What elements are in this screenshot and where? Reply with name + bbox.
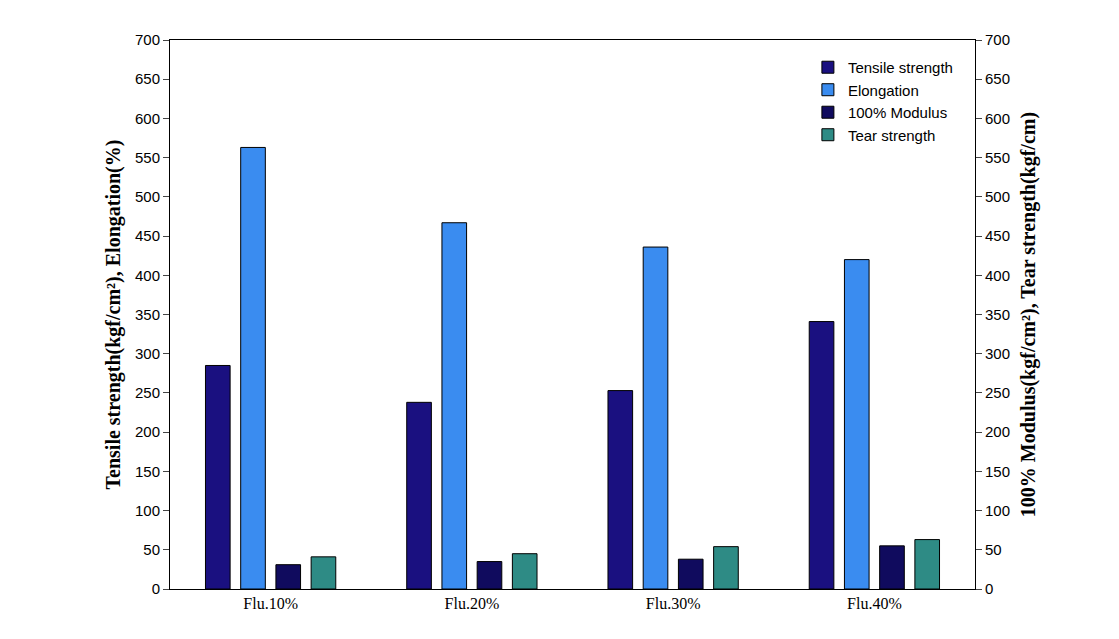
svg-text:350: 350 xyxy=(985,306,1010,323)
svg-text:450: 450 xyxy=(985,227,1010,244)
svg-text:650: 650 xyxy=(135,70,160,87)
svg-text:450: 450 xyxy=(135,227,160,244)
svg-text:50: 50 xyxy=(143,541,160,558)
svg-text:600: 600 xyxy=(135,110,160,127)
svg-text:100: 100 xyxy=(985,502,1010,519)
svg-text:Flu.40%: Flu.40% xyxy=(847,595,902,612)
svg-text:Tear strength: Tear strength xyxy=(848,127,936,144)
svg-text:250: 250 xyxy=(985,384,1010,401)
svg-text:400: 400 xyxy=(135,267,160,284)
svg-text:550: 550 xyxy=(135,149,160,166)
svg-text:0: 0 xyxy=(152,580,160,597)
svg-text:150: 150 xyxy=(135,463,160,480)
svg-text:550: 550 xyxy=(985,149,1010,166)
svg-text:150: 150 xyxy=(985,463,1010,480)
svg-text:50: 50 xyxy=(985,541,1002,558)
svg-text:700: 700 xyxy=(985,31,1010,48)
svg-text:Flu.10%: Flu.10% xyxy=(243,595,298,612)
svg-text:100% Modulus(kgf/cm²), Tear st: 100% Modulus(kgf/cm²), Tear strength(kgf… xyxy=(1017,112,1040,517)
svg-text:300: 300 xyxy=(135,345,160,362)
svg-text:Tensile strength(kgf/cm²), Elo: Tensile strength(kgf/cm²), Elongation(%) xyxy=(102,140,125,490)
svg-text:Flu.30%: Flu.30% xyxy=(646,595,701,612)
svg-text:350: 350 xyxy=(135,306,160,323)
svg-text:500: 500 xyxy=(985,188,1010,205)
svg-text:400: 400 xyxy=(985,267,1010,284)
svg-text:100% Modulus: 100% Modulus xyxy=(848,104,947,121)
svg-text:0: 0 xyxy=(985,580,993,597)
svg-text:650: 650 xyxy=(985,70,1010,87)
svg-text:200: 200 xyxy=(985,423,1010,440)
svg-text:Flu.20%: Flu.20% xyxy=(445,595,500,612)
svg-text:500: 500 xyxy=(135,188,160,205)
svg-text:600: 600 xyxy=(985,110,1010,127)
svg-text:300: 300 xyxy=(985,345,1010,362)
svg-text:200: 200 xyxy=(135,423,160,440)
svg-text:700: 700 xyxy=(135,31,160,48)
svg-text:250: 250 xyxy=(135,384,160,401)
svg-text:Elongation: Elongation xyxy=(848,82,919,99)
svg-text:Tensile strength: Tensile strength xyxy=(848,59,953,76)
svg-text:100: 100 xyxy=(135,502,160,519)
